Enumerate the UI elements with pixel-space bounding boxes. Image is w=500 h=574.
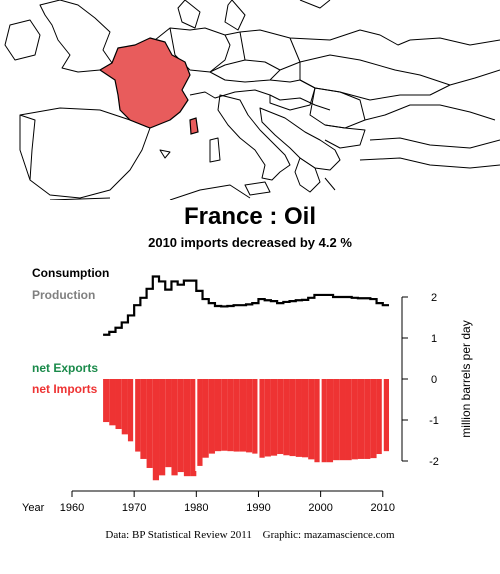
import-bar-1992 — [270, 379, 278, 456]
import-bar-2009 — [376, 379, 383, 455]
import-bar-1976 — [171, 379, 178, 476]
import-bar-1973 — [152, 379, 160, 481]
import-bar-1994 — [283, 379, 290, 456]
import-bar-1987 — [239, 379, 247, 452]
import-bar-2008 — [370, 379, 377, 459]
ukraine-outline — [299, 54, 451, 101]
import-bar-1986 — [233, 379, 240, 452]
italy-outline — [217, 94, 291, 181]
x-tick-label-1960: 1960 — [60, 502, 84, 514]
sicily-outline — [244, 181, 271, 196]
france-highlight — [99, 37, 191, 129]
import-bar-1966 — [109, 379, 116, 426]
import-bar-1965 — [103, 379, 110, 423]
y-tick-label-2: 2 — [431, 292, 437, 304]
denmark-outline — [177, 0, 201, 29]
x-tick-label-1980: 1980 — [184, 502, 208, 514]
chart-title: France : Oil — [183, 203, 317, 230]
legend-net-exports: net Exports — [32, 361, 98, 375]
consumption-line-layer — [103, 275, 389, 336]
import-bar-1967 — [115, 379, 122, 430]
legend-net-imports: net Imports — [32, 382, 98, 396]
import-bar-1997 — [301, 379, 309, 458]
import-bar-2005 — [351, 379, 358, 460]
corsica-highlight — [189, 117, 199, 135]
oil-chart: 1960 1970 1980 1990 2000 2010 Year -2 -1 0 1 2 milli… — [22, 266, 473, 514]
central-europe-outline — [154, 27, 411, 46]
turkey-outline — [359, 137, 500, 169]
y-tick-label--2: -2 — [429, 456, 439, 468]
import-bar-2010 — [382, 379, 389, 452]
import-bar-1977 — [177, 379, 184, 473]
import-bar-1969 — [127, 379, 135, 442]
x-axis-label: Year — [22, 502, 45, 514]
north-africa-outline — [49, 184, 251, 200]
scandinavia-outline — [224, 0, 331, 31]
britain-outline — [39, 0, 113, 73]
import-bar-1985 — [227, 379, 234, 452]
portugal-outline — [19, 114, 36, 181]
import-bar-1983 — [214, 379, 222, 452]
footer-graphic: Graphic: mazamascience.com — [262, 529, 395, 541]
import-bar-1979 — [190, 379, 197, 477]
import-bar-1982 — [208, 379, 215, 454]
import-bar-1998 — [308, 379, 315, 460]
import-bar-2006 — [357, 379, 365, 459]
europe-map — [4, 0, 500, 200]
import-bar-1989 — [252, 379, 259, 454]
y-tick-label-1: 1 — [431, 333, 437, 345]
legend: Consumption Production net Exports net I… — [32, 266, 109, 396]
import-bar-1993 — [277, 379, 284, 455]
romania-outline — [309, 87, 366, 129]
hungary-outline — [269, 79, 316, 111]
import-bar-1972 — [146, 379, 153, 468]
import-bar-1999 — [314, 379, 321, 463]
legend-production: Production — [32, 288, 95, 302]
import-bar-2000 — [320, 379, 327, 463]
imports-bars-layer — [103, 379, 389, 481]
import-bar-2001 — [326, 379, 334, 463]
import-bar-1991 — [264, 379, 271, 457]
y-tick-label--1: -1 — [429, 415, 439, 427]
footer: Data: BP Statistical Review 2011 Graphic… — [0, 529, 500, 541]
import-bar-1995 — [289, 379, 296, 457]
import-bar-1978 — [183, 379, 191, 477]
import-bar-2007 — [364, 379, 371, 459]
import-bar-1996 — [295, 379, 302, 457]
ireland-outline — [4, 19, 41, 61]
import-bar-1974 — [159, 379, 166, 476]
legend-consumption: Consumption — [32, 266, 109, 280]
x-tick-label-2000: 2000 — [308, 502, 332, 514]
import-bar-1971 — [140, 379, 147, 459]
chart-subtitle: 2010 imports decreased by 4.2 % — [148, 235, 352, 250]
black-sea-outline — [364, 104, 496, 121]
import-bar-2003 — [339, 379, 346, 461]
import-bar-2002 — [333, 379, 340, 461]
import-bar-2004 — [345, 379, 352, 461]
import-bar-1988 — [246, 379, 253, 453]
balearic-outline — [159, 149, 171, 159]
axes-layer: 1960 1970 1980 1990 2000 2010 Year -2 -1 0 1 2 milli… — [22, 292, 473, 514]
import-bar-1975 — [165, 379, 172, 468]
x-tick-label-1970: 1970 — [122, 502, 146, 514]
y-tick-label-0: 0 — [431, 374, 437, 386]
consumption-line — [103, 275, 389, 336]
y-axis-label: million barrels per day — [459, 320, 473, 437]
greece-outline — [294, 157, 336, 193]
x-tick-label-1990: 1990 — [246, 502, 270, 514]
balkans-outline — [259, 107, 341, 171]
import-bar-1970 — [134, 379, 141, 452]
x-tick-label-2010: 2010 — [371, 502, 395, 514]
import-bar-1980 — [196, 379, 203, 466]
bulgaria-outline — [324, 124, 366, 149]
footer-source: Data: BP Statistical Review 2011 — [105, 529, 252, 541]
alps-outline — [189, 89, 331, 111]
import-bar-1990 — [258, 379, 265, 458]
import-bar-1984 — [221, 379, 228, 451]
import-bar-1981 — [202, 379, 209, 458]
sardinia-outline — [209, 137, 221, 163]
import-bar-1968 — [121, 379, 128, 435]
iberia-outline — [19, 107, 151, 199]
russia-outline — [409, 37, 500, 86]
